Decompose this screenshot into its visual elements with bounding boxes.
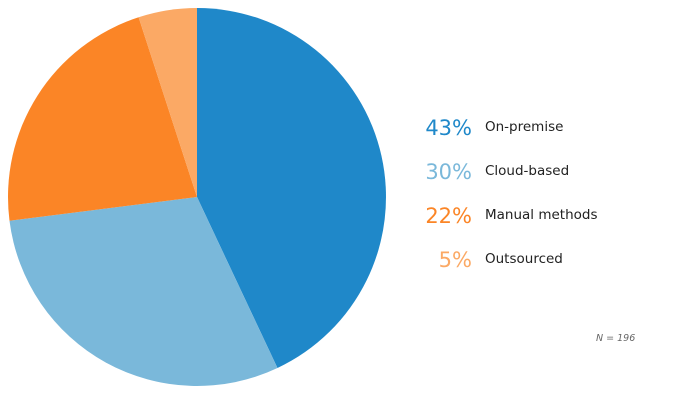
pie-slice-cloud-based [9,197,278,386]
legend: 43% On-premise 30% Cloud-based 22% Manua… [400,106,598,282]
legend-item: 22% Manual methods [400,194,598,238]
pie-slice-outsourced [138,8,197,197]
sample-size-note: N = 196 [596,333,636,344]
legend-label: Manual methods [485,207,598,224]
legend-value: 30% [425,159,472,184]
legend-value: 22% [425,203,472,228]
legend-label: Cloud-based [485,163,570,180]
legend-label: Outsourced [485,251,563,268]
legend-value: 5% [438,247,472,272]
pie-slices [7,8,386,386]
pie-slice-on-premise [197,8,386,369]
pie-slice-manual-methods [7,17,198,221]
legend-label: On-premise [485,119,564,136]
legend-item: 43% On-premise [400,106,598,150]
legend-item: 30% Cloud-based [400,150,598,194]
legend-item: 5% Outsourced [400,238,598,282]
legend-value: 43% [425,115,472,140]
